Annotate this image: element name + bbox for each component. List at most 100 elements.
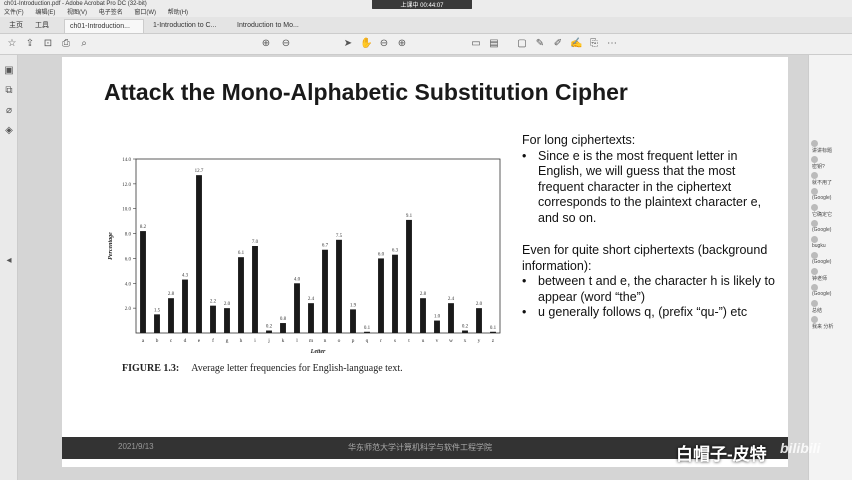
hand-tool-icon[interactable]: ✋ — [360, 38, 373, 49]
bar-g — [224, 308, 230, 333]
footer-date: 2021/9/13 — [118, 442, 154, 451]
data-label-c: 2.8 — [168, 292, 175, 297]
y-tick-label: 4.0 — [125, 282, 132, 287]
data-label-f: 2.2 — [210, 300, 217, 305]
save-icon[interactable]: ⊡ — [43, 38, 53, 49]
bar-q — [364, 331, 370, 333]
slide-title: Attack the Mono-Alphabetic Substitution … — [104, 79, 628, 105]
long-ciphertexts-heading: For long ciphertexts: — [522, 133, 636, 147]
bar-j — [266, 330, 272, 333]
toolbar: ☆ ⇪ ⊡ ⎙ ⌕ ⊕ ⊖ ➤ ✋ ⊖ ⊕ ▭ ▤ ▢ ✎ ✐ ✍ ⎘ ⋯ — [0, 34, 852, 55]
chat-avatar — [811, 252, 818, 259]
data-label-h: 6.1 — [238, 251, 245, 256]
data-label-p: 1.9 — [350, 303, 357, 308]
x-tick-label-r: r — [380, 338, 382, 344]
footer-organization: 华东师范大学计算机科学与软件工程学院 — [348, 443, 492, 452]
x-tick-label-a: a — [142, 338, 145, 344]
zoom-in-icon[interactable]: ⊕ — [397, 38, 407, 49]
menu-edit[interactable]: 编辑(E) — [35, 10, 56, 16]
data-label-k: 0.8 — [280, 317, 287, 322]
layers-icon[interactable]: ◈ — [5, 125, 13, 136]
right-chat-panel — [808, 55, 852, 480]
bar-h — [238, 257, 244, 333]
x-tick-label-f: f — [212, 337, 214, 344]
page-thumbnails-icon[interactable]: ▣ — [4, 65, 14, 76]
print-icon[interactable]: ⎙ — [62, 38, 70, 49]
tab-doc-intro-mo[interactable]: Introduction to Mo... — [237, 22, 299, 29]
bullet-u-follows-q: u generally follows q, (prefix “qu-”) et… — [522, 305, 784, 321]
share-icon[interactable]: ⎘ — [590, 38, 598, 49]
chat-message: (Google) — [812, 227, 832, 233]
data-label-g: 2.0 — [224, 302, 231, 307]
sign-icon[interactable]: ✍ — [570, 38, 583, 49]
x-tick-label-b: b — [156, 338, 159, 344]
data-label-w: 2.4 — [448, 297, 455, 302]
y-axis-label: Percentage — [108, 232, 114, 260]
data-label-l: 4.0 — [294, 277, 301, 282]
chat-avatar — [811, 316, 818, 323]
select-cursor-icon[interactable]: ➤ — [343, 38, 353, 49]
data-label-n: 6.7 — [322, 244, 329, 249]
tab-doc-intro-c[interactable]: 1-Introduction to C... — [153, 22, 217, 29]
bar-s — [392, 254, 398, 333]
x-tick-label-o: o — [338, 338, 341, 344]
short-ciphertexts-heading: Even for quite short ciphertexts (backgr… — [522, 243, 768, 273]
bar-d — [182, 279, 188, 333]
x-tick-label-t: t — [408, 338, 410, 344]
x-tick-label-q: q — [366, 338, 369, 344]
chat-message: (Google) — [812, 291, 832, 297]
data-label-q: 0.1 — [364, 326, 371, 331]
bar-f — [210, 305, 216, 333]
page-down-icon[interactable]: ⊖ — [281, 38, 291, 49]
chat-avatar — [811, 284, 818, 291]
fit-page-icon[interactable]: ▭ — [471, 38, 481, 49]
menu-file[interactable]: 文件(F) — [4, 10, 24, 16]
menu-esign[interactable]: 电子签名 — [98, 10, 123, 16]
attachment-icon[interactable]: ⌀ — [5, 105, 13, 116]
zoom-out-icon[interactable]: ⊖ — [379, 38, 389, 49]
x-tick-label-n: n — [324, 338, 327, 344]
comment-icon[interactable]: ▢ — [517, 38, 527, 49]
x-tick-label-e: e — [198, 338, 201, 344]
chat-avatar — [811, 204, 818, 211]
watermark-text: 白帽子-皮特 — [676, 445, 767, 464]
star-icon[interactable]: ☆ — [7, 38, 17, 49]
menu-help[interactable]: 帮助(H) — [167, 10, 189, 16]
x-tick-label-h: h — [240, 338, 243, 344]
bar-e — [196, 175, 202, 333]
bar-y — [476, 308, 482, 333]
menu-window[interactable]: 窗口(W) — [134, 10, 157, 16]
search-icon[interactable]: ⌕ — [81, 38, 87, 49]
tab-bar: 主页 工具 ch01-Introduction... 1-Introductio… — [0, 17, 852, 48]
chat-message: 总结 — [812, 308, 823, 314]
x-tick-label-v: v — [436, 338, 439, 344]
more-icon[interactable]: ⋯ — [607, 38, 617, 49]
bar-x — [462, 330, 468, 333]
collapse-panel-icon[interactable]: ◂ — [6, 255, 12, 266]
pen-icon[interactable]: ✎ — [535, 38, 545, 49]
bar-l — [294, 283, 300, 333]
bullet-most-frequent-e: Since e is the most frequent letter in E… — [522, 149, 784, 227]
chat-message: 钟老师 — [812, 276, 828, 282]
y-tick-label: 10.0 — [122, 208, 131, 213]
tab-doc-ch01[interactable]: ch01-Introduction... — [64, 19, 144, 33]
data-label-m: 2.4 — [308, 297, 315, 302]
data-label-t: 9.1 — [406, 214, 413, 219]
bar-z — [490, 331, 496, 333]
slide-body-text: For long ciphertexts: Since e is the mos… — [522, 133, 784, 321]
bar-r — [378, 258, 384, 333]
x-tick-label-u: u — [422, 338, 425, 344]
data-label-b: 1.5 — [154, 308, 161, 313]
page-up-icon[interactable]: ⊕ — [261, 38, 271, 49]
tab-tools[interactable]: 工具 — [35, 22, 49, 29]
scroll-mode-icon[interactable]: ▤ — [489, 38, 499, 49]
chat-avatar — [811, 268, 818, 275]
bookmark-icon[interactable]: ⧉ — [5, 85, 13, 96]
x-tick-label-p: p — [352, 338, 355, 344]
upload-icon[interactable]: ⇪ — [25, 38, 35, 49]
highlight-icon[interactable]: ✐ — [553, 38, 563, 49]
chat-message: (Google) — [812, 259, 832, 265]
tab-home[interactable]: 主页 — [9, 22, 23, 29]
menu-view[interactable]: 视图(V) — [67, 10, 88, 16]
bar-u — [420, 298, 426, 333]
